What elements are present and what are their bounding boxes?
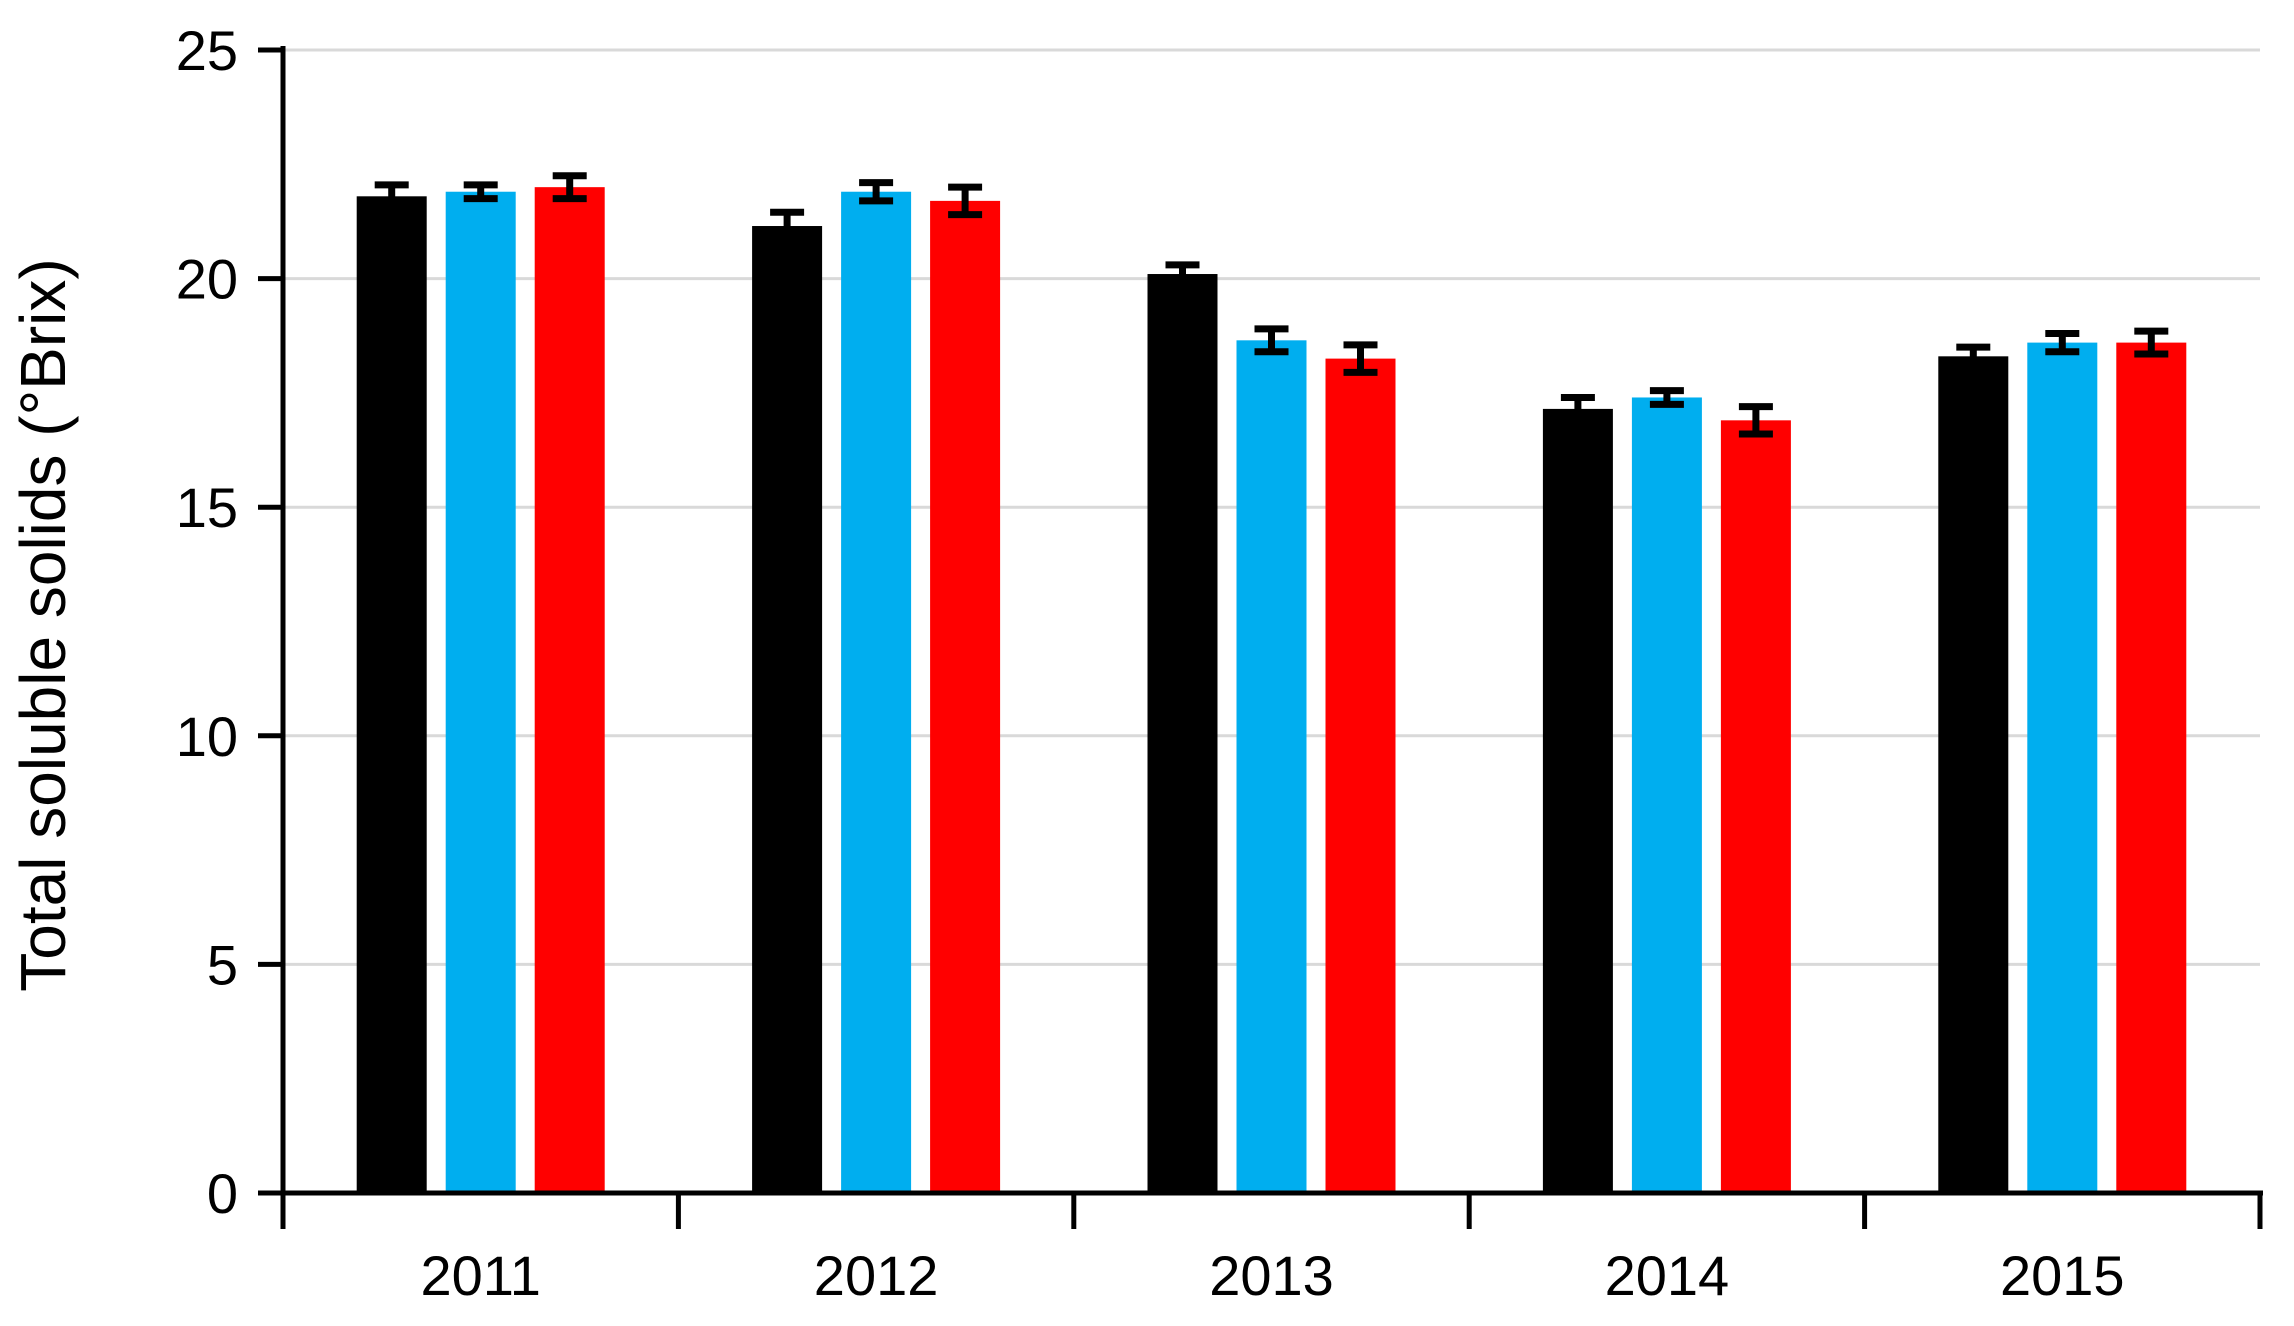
bar-red-2013 xyxy=(1325,358,1396,1193)
y-tick-label: 0 xyxy=(207,1162,238,1225)
bars-layer xyxy=(356,187,2187,1194)
bar-blue-2012 xyxy=(841,191,912,1193)
bar-red-2011 xyxy=(534,187,605,1193)
y-tick-label: 15 xyxy=(176,476,238,539)
y-tick-label: 5 xyxy=(207,933,238,996)
x-tick-label: 2014 xyxy=(1605,1244,1730,1307)
bar-black-2013 xyxy=(1147,274,1218,1193)
bar-black-2011 xyxy=(356,196,427,1193)
bar-blue-2014 xyxy=(1631,397,1702,1193)
y-tick-label: 10 xyxy=(176,705,238,768)
bar-blue-2013 xyxy=(1236,340,1307,1193)
labels-layer: 0 5 10 15 20 25 2011 2012 2013 2014 2015 xyxy=(176,19,2125,1307)
y-tick-label: 20 xyxy=(176,248,238,311)
bar-blue-2015 xyxy=(2027,342,2098,1193)
bar-red-2012 xyxy=(930,200,1001,1194)
x-tick-label: 2013 xyxy=(1209,1244,1334,1307)
error-bars-layer xyxy=(374,172,2169,438)
y-axis-title: Total soluble solids (°Brix) xyxy=(7,258,79,991)
x-tick-label: 2012 xyxy=(814,1244,939,1307)
bar-red-2015 xyxy=(2116,342,2187,1193)
bar-black-2014 xyxy=(1542,408,1613,1194)
bar-black-2012 xyxy=(752,226,823,1194)
bar-black-2015 xyxy=(1938,356,2009,1194)
y-tick-label: 25 xyxy=(176,19,238,82)
bar-red-2014 xyxy=(1720,420,1791,1193)
axes-layer xyxy=(258,46,2263,1229)
bar-blue-2011 xyxy=(445,191,516,1193)
x-tick-label: 2015 xyxy=(2000,1244,2125,1307)
x-tick-label: 2011 xyxy=(420,1244,540,1307)
